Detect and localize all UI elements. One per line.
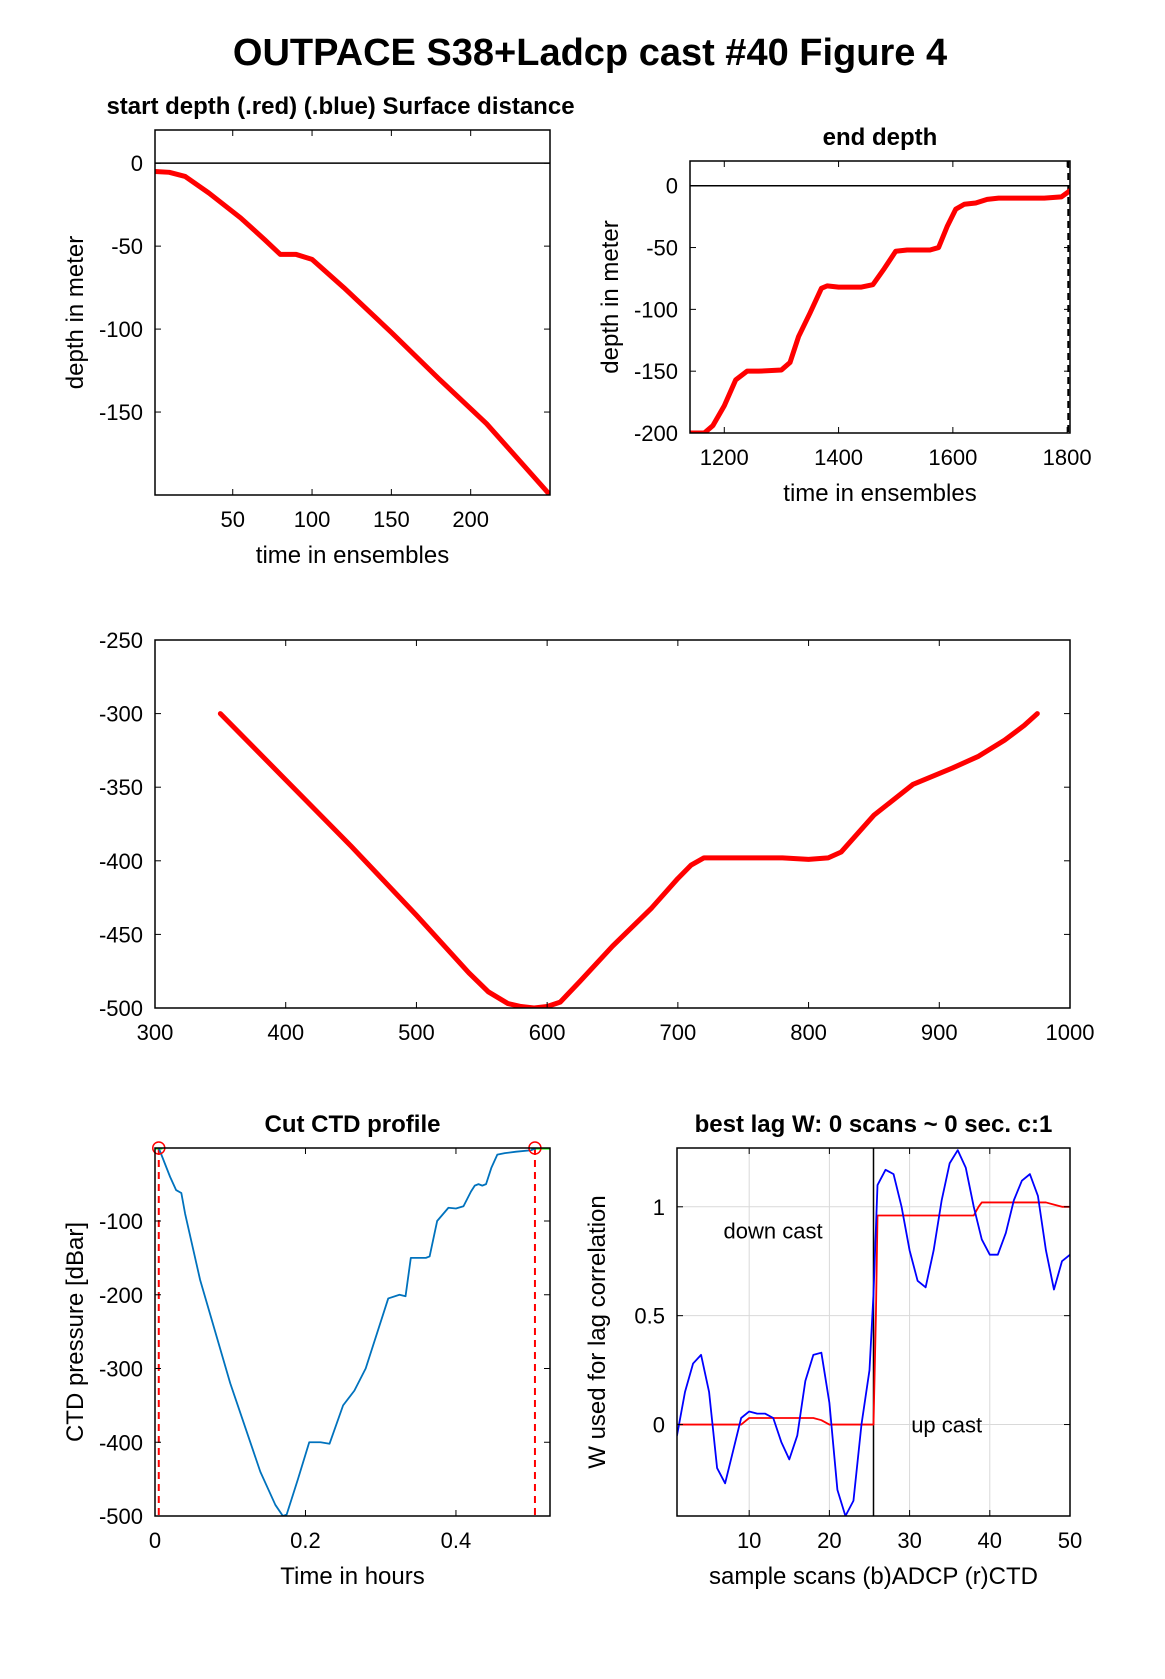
y-tick-label: -400 — [99, 1430, 143, 1455]
axes-box — [154, 1147, 551, 1517]
y-tick-label: -100 — [99, 317, 143, 342]
x-tick-label: 100 — [294, 507, 331, 532]
axes-box — [154, 129, 551, 496]
x-axis-label: sample scans (b)ADCP (r)CTD — [709, 1563, 1038, 1590]
x-axis-label: time in ensembles — [256, 542, 449, 569]
x-tick-label: 900 — [921, 1020, 958, 1045]
x-tick-label: 1400 — [814, 445, 863, 470]
y-axis-label: depth in meter — [597, 220, 624, 373]
chart-cut_ctd_profile: 0 0.2 0.4 -100 -200 -300 -400 -500 Cut CTD profi… — [62, 1111, 551, 1590]
y-tick-label: -500 — [99, 996, 143, 1021]
y-tick-label: -50 — [646, 236, 678, 261]
plot-content — [155, 162, 550, 495]
y-tick-label: 0 — [131, 151, 143, 176]
x-tick-label: 1000 — [1046, 1020, 1095, 1045]
x-tick-label: 50 — [220, 507, 244, 532]
y-tick-label: -400 — [99, 849, 143, 874]
series-line-0 — [155, 168, 550, 495]
chart-best_lag: 10 20 30 40 50 0 0.5 1 best lag W: 0 scans ~ 0 s… — [584, 1111, 1082, 1590]
axes-box — [676, 1147, 1071, 1517]
chart-title: best lag W: 0 scans ~ 0 sec. c:1 — [695, 1111, 1053, 1138]
axes-box — [154, 639, 1071, 1009]
y-axis-label: depth in meter — [62, 236, 89, 389]
plot-content — [155, 1148, 550, 1516]
series-line-0 — [157, 1148, 536, 1516]
y-axis-label: W used for lag correlation — [584, 1195, 611, 1468]
axes-box — [689, 160, 1071, 434]
plot-area — [690, 161, 1070, 433]
plot-content — [690, 161, 1070, 433]
x-tick-label: 400 — [267, 1020, 304, 1045]
y-tick-label: 1 — [653, 1195, 665, 1220]
x-tick-label: 30 — [897, 1528, 921, 1553]
y-tick-label: 0.5 — [634, 1304, 665, 1329]
series-line-0 — [217, 711, 1040, 1008]
chart-title: start depth (.red) (.blue) Surface dista… — [106, 93, 574, 120]
y-tick-label: -300 — [99, 702, 143, 727]
y-tick-label: -500 — [99, 1504, 143, 1529]
y-axis-label: CTD pressure [dBar] — [62, 1222, 89, 1442]
x-tick-label: 40 — [978, 1528, 1002, 1553]
chart-end_depth: 1200 1400 1600 1800 0 -50 -100 -150 -200 end dept… — [597, 124, 1092, 507]
chart-start_depth: 50 100 150 200 0 -50 -100 -150 start depth (.red… — [62, 93, 575, 569]
plot-area — [155, 1148, 550, 1516]
y-tick-label: 0 — [666, 174, 678, 199]
chart-title: Cut CTD profile — [265, 1111, 441, 1138]
x-tick-label: 800 — [790, 1020, 827, 1045]
x-tick-label: 0.2 — [290, 1528, 321, 1553]
y-tick-label: -300 — [99, 1357, 143, 1382]
series-line-0 — [677, 1201, 1070, 1426]
x-tick-label: 50 — [1058, 1528, 1082, 1553]
plot-content — [677, 1148, 1070, 1516]
figure-title: OUTPACE S38+Ladcp cast #40 Figure 4 — [233, 32, 947, 74]
annotation-label: up cast — [911, 1413, 982, 1438]
series-line-0 — [690, 188, 1070, 433]
x-tick-label: 200 — [452, 507, 489, 532]
y-tick-label: -100 — [634, 297, 678, 322]
y-tick-label: -250 — [99, 628, 143, 653]
y-tick-label: -350 — [99, 775, 143, 800]
y-tick-label: -150 — [99, 400, 143, 425]
y-tick-label: -150 — [634, 359, 678, 384]
x-tick-label: 1800 — [1043, 445, 1092, 470]
x-axis-label: Time in hours — [280, 1563, 425, 1590]
x-tick-label: 1200 — [700, 445, 749, 470]
plot-area — [155, 640, 1070, 1008]
plot-area — [155, 130, 550, 495]
x-tick-label: 500 — [398, 1020, 435, 1045]
series-line-1 — [677, 1149, 1070, 1516]
y-tick-label: -50 — [111, 234, 143, 259]
y-tick-label: 0 — [653, 1413, 665, 1438]
plot-content — [217, 711, 1040, 1008]
x-tick-label: 1600 — [928, 445, 977, 470]
x-tick-label: 10 — [737, 1528, 761, 1553]
x-tick-label: 0.4 — [441, 1528, 472, 1553]
chart-surface_distance: 300 400 500 600 700 800 900 1000 -250 -300 -350 -40… — [99, 628, 1095, 1045]
y-tick-label: -200 — [99, 1283, 143, 1308]
annotation-label: down cast — [724, 1219, 823, 1244]
y-tick-label: -100 — [99, 1209, 143, 1234]
y-tick-label: -200 — [634, 421, 678, 446]
x-axis-label: time in ensembles — [783, 480, 976, 507]
x-tick-label: 700 — [659, 1020, 696, 1045]
x-tick-label: 150 — [373, 507, 410, 532]
x-tick-label: 20 — [817, 1528, 841, 1553]
chart-title: end depth — [823, 124, 938, 151]
x-tick-label: 300 — [137, 1020, 174, 1045]
x-tick-label: 0 — [149, 1528, 161, 1553]
x-tick-label: 600 — [529, 1020, 566, 1045]
y-tick-label: -450 — [99, 922, 143, 947]
